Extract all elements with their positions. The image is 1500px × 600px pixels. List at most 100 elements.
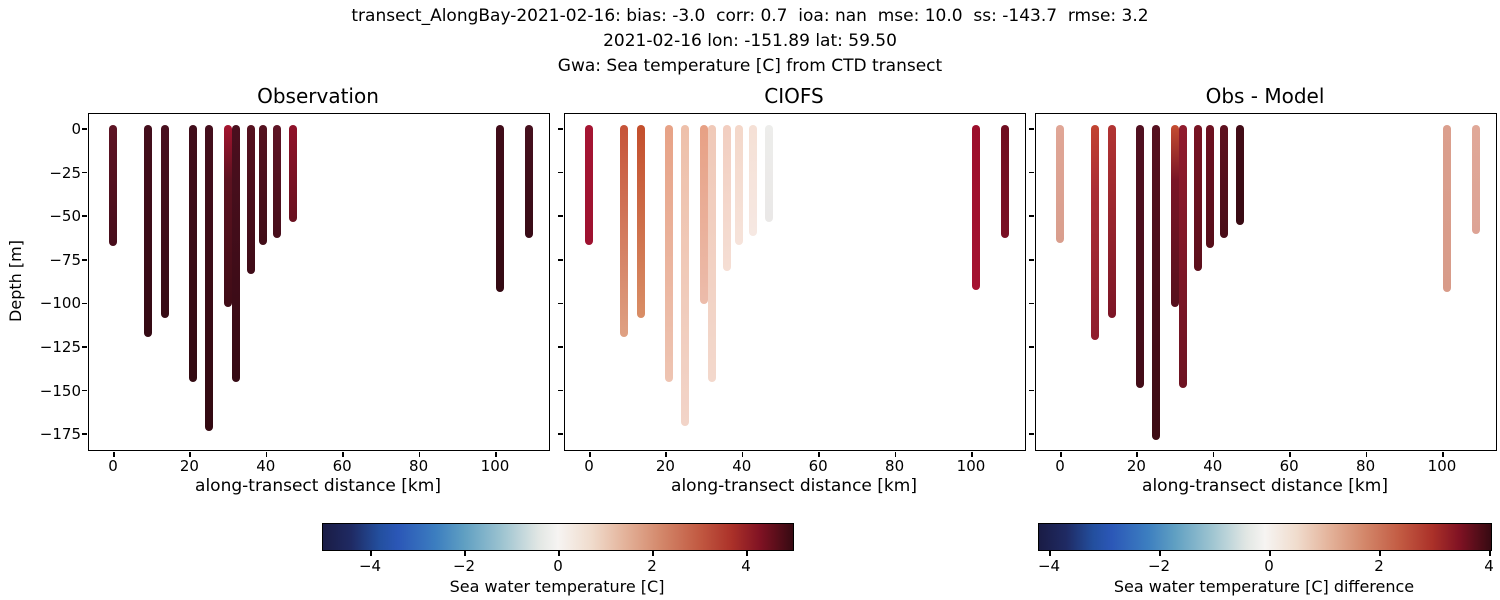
x-tick-mark xyxy=(189,452,191,457)
colorbar-tick-label: 2 xyxy=(1374,557,1384,575)
x-tick-mark xyxy=(818,452,820,457)
colorbar-tick-mark xyxy=(1269,551,1271,556)
profile-bar xyxy=(971,125,980,290)
x-axis-label-ciofs: along-transect distance [km] xyxy=(671,476,917,496)
y-tick-mark xyxy=(558,389,563,392)
colorbar-difference: −4 −2 0 2 4 xyxy=(1038,523,1494,575)
colorbar-temperature: −4 −2 0 2 4 xyxy=(322,523,794,575)
x-tick-mark xyxy=(741,452,744,457)
profile-bar xyxy=(1056,125,1064,243)
colorbar-tick-mark xyxy=(1489,551,1491,556)
y-tick-mark xyxy=(82,302,87,305)
x-tick-label: 80 xyxy=(885,457,905,475)
x-tick-mark xyxy=(1212,452,1215,457)
profile-bar xyxy=(1206,125,1215,249)
profile-bar xyxy=(722,125,731,271)
profile-bar xyxy=(735,125,744,245)
y-tick-mark xyxy=(82,259,87,261)
profile-bar xyxy=(109,125,117,247)
profile-bar xyxy=(680,125,689,426)
x-tick-mark xyxy=(113,452,115,457)
profile-bar xyxy=(144,125,153,337)
y-tick-mark xyxy=(558,433,563,435)
colorbar-tick-mark xyxy=(1379,551,1381,556)
y-tick-label: −25 xyxy=(49,163,81,182)
x-axis-label-observation: along-transect distance [km] xyxy=(195,476,441,496)
x-tick-label: 0 xyxy=(108,457,118,475)
y-tick-label: −150 xyxy=(39,381,81,400)
profile-bar xyxy=(273,125,282,238)
x-tick-label: 60 xyxy=(1279,457,1299,475)
x-tick-label: 0 xyxy=(1055,457,1065,475)
x-tick-label: 60 xyxy=(808,457,828,475)
x-tick-mark xyxy=(418,452,421,457)
colorbar-tick-label: −2 xyxy=(1147,557,1171,575)
y-tick-mark xyxy=(1029,389,1034,392)
y-tick-mark xyxy=(558,346,563,348)
x-tick-label: 20 xyxy=(179,457,199,475)
colorbar-tick-label: 0 xyxy=(1264,557,1274,575)
y-tick-mark xyxy=(1029,433,1034,435)
y-tick-label: −100 xyxy=(39,294,81,313)
x-tick-mark xyxy=(589,452,591,457)
profile-bar xyxy=(764,125,773,222)
profile-bar xyxy=(160,125,169,318)
y-tick-label: −175 xyxy=(39,425,81,444)
colorbar-tick-label: −4 xyxy=(358,557,382,575)
x-tick-label: 40 xyxy=(732,457,752,475)
y-tick-mark xyxy=(1029,215,1034,217)
colorbar-tick-label: −2 xyxy=(452,557,476,575)
y-tick-mark xyxy=(82,171,87,174)
colorbar-tick-mark xyxy=(746,551,748,556)
profile-bar xyxy=(585,125,593,245)
y-tick-mark xyxy=(558,215,563,217)
profile-bar xyxy=(1091,125,1100,341)
x-tick-label: 60 xyxy=(332,457,352,475)
profile-bar xyxy=(223,125,232,308)
profile-bar xyxy=(288,125,297,222)
profile-bar xyxy=(1170,125,1179,308)
x-tick-mark xyxy=(894,452,897,457)
x-tick-label: 100 xyxy=(1427,457,1457,475)
x-tick-mark xyxy=(1442,452,1444,457)
profile-bar xyxy=(1151,125,1160,440)
y-tick-mark xyxy=(1029,346,1034,348)
x-tick-label: 0 xyxy=(584,457,594,475)
panel-title-ciofs: CIOFS xyxy=(764,84,824,108)
y-tick-mark xyxy=(82,215,87,217)
colorbar-tick-label: 2 xyxy=(647,557,657,575)
y-tick-mark xyxy=(82,128,87,130)
profile-bar xyxy=(1220,125,1229,238)
x-tick-label: 100 xyxy=(956,457,986,475)
x-tick-label: 100 xyxy=(480,457,510,475)
profile-bar xyxy=(524,125,533,238)
figure-title-stats: transect_AlongBay-2021-02-16: bias: -3.0… xyxy=(351,6,1149,26)
panel-obs-model: 0 20 40 60 80 100 xyxy=(1029,113,1497,475)
y-tick-mark xyxy=(82,433,87,435)
x-tick-mark xyxy=(1365,452,1368,457)
colorbar-tick-mark xyxy=(1159,551,1161,556)
profile-bar xyxy=(1471,125,1480,235)
colorbar-tick-mark xyxy=(464,551,466,556)
profile-bar xyxy=(1000,125,1009,238)
colorbar-difference-label: Sea water temperature [C] difference xyxy=(1113,577,1415,596)
x-tick-label: 40 xyxy=(1203,457,1223,475)
panel-title-observation: Observation xyxy=(257,84,379,108)
y-axis-label: Depth [m] xyxy=(6,240,25,322)
figure-title-date-location: 2021-02-16 lon: -151.89 lat: 59.50 xyxy=(603,31,897,51)
profile-bar xyxy=(232,125,240,383)
figure-title-variable: Gwa: Sea temperature [C] from CTD transe… xyxy=(557,56,943,76)
y-tick-label: 0 xyxy=(71,120,81,138)
x-tick-mark xyxy=(665,452,667,457)
x-tick-mark xyxy=(342,452,344,457)
colorbar-tick-mark xyxy=(558,551,560,556)
colorbar-tick-label: 4 xyxy=(1484,557,1494,575)
colorbar-tick-mark xyxy=(370,551,372,556)
profile-bar xyxy=(259,125,268,245)
y-tick-mark xyxy=(1029,171,1034,174)
colorbar-temperature-label: Sea water temperature [C] xyxy=(449,577,665,596)
y-tick-mark xyxy=(82,346,87,348)
x-tick-mark xyxy=(1289,452,1291,457)
x-tick-mark xyxy=(1136,452,1138,457)
